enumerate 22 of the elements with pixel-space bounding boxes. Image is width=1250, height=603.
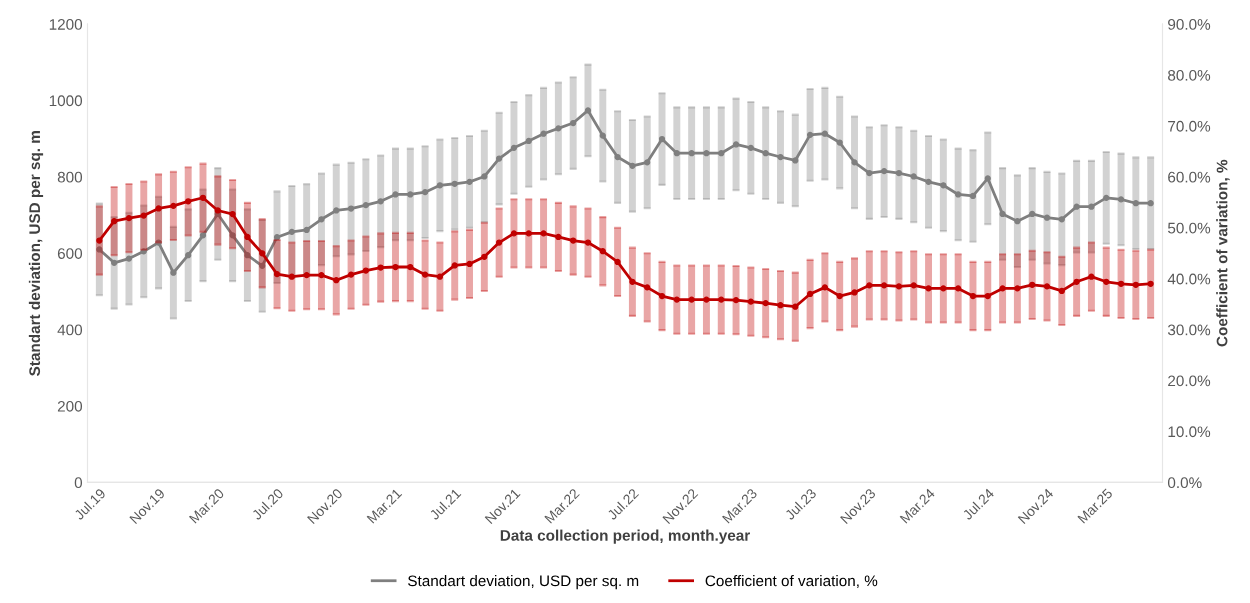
y2-tick-label: 50.0% bbox=[1167, 222, 1211, 234]
y-tick-label: 200 bbox=[57, 400, 83, 412]
y2-axis-title: Coefficient of variation, % bbox=[1216, 159, 1230, 347]
x-axis-title: Data collection period, month.year bbox=[500, 529, 750, 544]
y2-tick-label: 80.0% bbox=[1168, 69, 1211, 81]
y-tick-label: 600 bbox=[57, 248, 83, 259]
y-tick-label: 800 bbox=[57, 171, 83, 183]
y2-tick-label: 60.0% bbox=[1168, 171, 1211, 183]
y-tick-label: 0 bbox=[74, 477, 83, 489]
y2-tick-label: 10.0% bbox=[1168, 426, 1211, 438]
y2-tick-label: 40.0% bbox=[1167, 273, 1211, 285]
y-tick-label: 1000 bbox=[49, 95, 83, 107]
y-tick-label: 1200 bbox=[49, 18, 83, 30]
y2-tick-label: 70.0% bbox=[1168, 120, 1211, 132]
y-tick-label: 400 bbox=[57, 324, 83, 336]
legend-label: Coefficient of variation, % bbox=[705, 575, 878, 589]
y2-tick-label: 20.0% bbox=[1168, 375, 1211, 387]
y2-tick-label: 90.0% bbox=[1168, 18, 1211, 30]
y-axis-title: Standart deviation, USD per sq. m bbox=[28, 131, 44, 376]
y2-tick-label: 30.0% bbox=[1167, 324, 1211, 336]
y2-tick-label: 0.0% bbox=[1167, 477, 1202, 489]
legend-label: Standart deviation, USD per sq. m bbox=[408, 575, 639, 590]
